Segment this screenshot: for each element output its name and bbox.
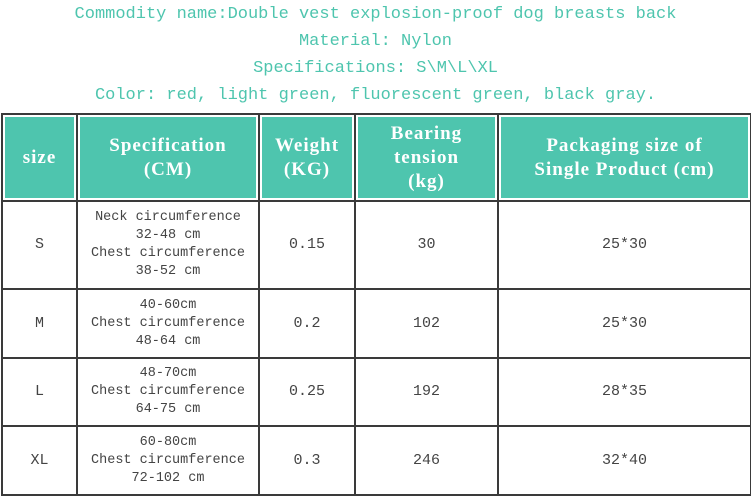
header-text: Specification [109,134,227,156]
header-row: size Specification (CM) Weight (KG) Bearing te… [1,113,751,202]
table-cell: 60-80cm Chest circumference 72-102 cm [76,425,260,496]
cell-text: 0.15 [288,236,325,253]
cell-text: 48-64 cm [135,333,201,349]
header-text: Packaging size of [546,134,703,156]
header-text: size [22,146,57,168]
table-cell: 25*30 [497,288,751,359]
header-line: Color: red, light green, fluorescent gre… [94,86,657,105]
column-header: Packaging size of Single Product (cm) [497,113,751,202]
table-cell: 28*35 [497,357,751,427]
cell-text: 0.2 [293,314,321,332]
cell-text: 38-52 cm [135,264,201,279]
cell-text: 25*30 [601,236,647,253]
table-cell: S [1,200,78,290]
cell-text: 48-70cm [139,366,197,381]
table-cell: 102 [354,288,499,359]
table-cell: 0.2 [258,288,356,359]
table-row: L 48-70cm Chest circumference 64-75 cm 0.25 1… [1,357,751,427]
header-line: Commodity name:Double vest explosion-pro… [74,5,677,24]
cell-text: L [34,383,44,400]
column-header: Weight (KG) [258,113,356,202]
table-cell: 32*40 [497,425,751,496]
header-text: Single Product (cm) [534,158,715,180]
column-header: Bearing tension (kg) [354,113,499,202]
cell-text: Neck circumference [95,210,241,225]
cell-text: 28*35 [601,383,647,400]
table-cell: L [1,357,78,427]
column-header: Specification (CM) [76,113,260,202]
cell-text: 60-80cm [139,434,197,450]
cell-text: 0.3 [293,451,321,469]
cell-text: 40-60cm [139,297,197,313]
cell-text: Chest circumference [91,315,245,331]
cell-text: 102 [412,314,440,332]
cell-text: M [34,314,44,332]
table-cell: 48-70cm Chest circumference 64-75 cm [76,357,260,427]
cell-text: Chest circumference [91,384,245,399]
cell-text: 32-48 cm [135,228,201,243]
table-row: XL 60-80cm Chest circumference 72-102 cm 0.3… [1,425,751,496]
cell-text: S [34,236,44,253]
header-line: Specifications: S\M\L\XL [253,59,498,78]
header-text: (KG) [283,158,331,180]
header-text: (CM) [143,158,193,180]
table-cell: 192 [354,357,499,427]
table-cell: XL [1,425,78,496]
cell-text: 192 [412,383,440,400]
header-text: Weight [274,134,340,156]
column-header: size [1,113,78,202]
table-cell: 246 [354,425,499,496]
cell-text: 64-75 cm [135,402,201,417]
cell-text: 246 [412,451,440,469]
cell-text: 0.25 [288,383,325,400]
header-text: (kg) [408,170,445,192]
table-body: S Neck circumference 32-48 cm Chest circumf… [1,200,751,496]
table-cell: M [1,288,78,359]
table-cell: 0.3 [258,425,356,496]
table-cell: 0.25 [258,357,356,427]
cell-text: Chest circumference [91,452,245,468]
table-row: S Neck circumference 32-48 cm Chest circumf… [1,200,751,290]
header-line: Material: Nylon [298,32,453,51]
cell-text: 32*40 [601,451,647,469]
cell-text: 25*30 [601,314,647,332]
header-text: tension [393,146,460,168]
table-cell: Neck circumference 32-48 cm Chest circumfe… [76,200,260,290]
cell-text: XL [30,451,49,469]
table-cell: 40-60cm Chest circumference 48-64 cm [76,288,260,359]
table-row: M 40-60cm Chest circumference 48-64 cm 0.2 10… [1,288,751,359]
table-cell: 25*30 [497,200,751,290]
cell-text: 30 [417,236,436,253]
table-cell: 0.15 [258,200,356,290]
cell-text: Chest circumference [91,246,245,261]
table-cell: 30 [354,200,499,290]
cell-text: 72-102 cm [131,470,205,486]
header-text: Bearing [390,122,463,144]
spec-table: size Specification (CM) Weight (KG) Bearing te… [1,113,751,496]
